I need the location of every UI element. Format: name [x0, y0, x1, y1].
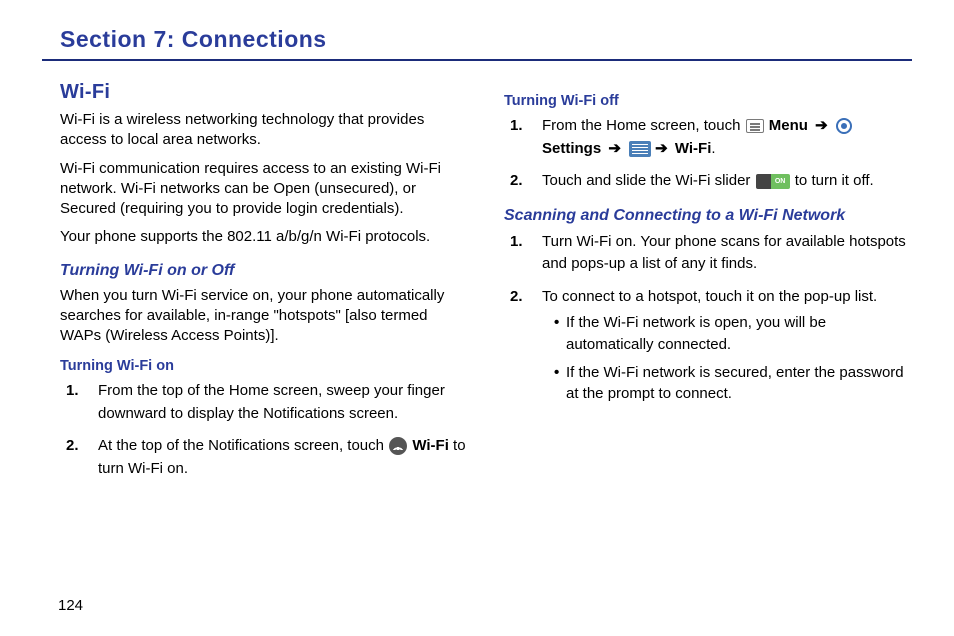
- turning-onoff-p: When you turn Wi-Fi service on, your pho…: [60, 286, 472, 347]
- turning-off-step-2: Touch and slide the Wi-Fi slider ON to t…: [532, 170, 916, 193]
- arrow-icon: ➔: [608, 140, 621, 157]
- settings-label: Settings: [542, 140, 605, 157]
- step-text: to turn it off.: [791, 172, 874, 189]
- bullet-secured-network: If the Wi-Fi network is secured, enter t…: [554, 362, 916, 406]
- section-title: Section 7: Connections: [60, 26, 918, 59]
- menu-label: Menu: [765, 117, 813, 134]
- heading-turning-onoff: Turning Wi-Fi on or Off: [60, 262, 472, 280]
- turning-off-steps: From the Home screen, touch Menu ➔ Setti…: [504, 115, 916, 193]
- arrow-icon: ➔: [655, 140, 668, 157]
- turning-on-step-2: At the top of the Notifications screen, …: [88, 435, 472, 480]
- left-column: Wi-Fi Wi-Fi is a wireless networking tec…: [60, 81, 472, 490]
- period: .: [711, 140, 715, 157]
- wifi-intro-p2: Wi-Fi communication requires access to a…: [60, 159, 472, 220]
- heading-scanning: Scanning and Connecting to a Wi-Fi Netwo…: [504, 207, 916, 225]
- section-rule: [42, 59, 912, 61]
- slider-on-icon: ON: [756, 174, 790, 189]
- heading-wifi: Wi-Fi: [60, 81, 472, 104]
- connections-tab-icon: [629, 141, 651, 157]
- right-column: Turning Wi-Fi off From the Home screen, …: [504, 81, 916, 490]
- wifi-label: Wi-Fi: [408, 437, 449, 454]
- heading-turning-on: Turning Wi-Fi on: [60, 358, 472, 374]
- scanning-steps: Turn Wi-Fi on. Your phone scans for avai…: [504, 231, 916, 406]
- step-text: To connect to a hotspot, touch it on the…: [542, 288, 877, 305]
- scanning-step-1: Turn Wi-Fi on. Your phone scans for avai…: [532, 231, 916, 276]
- turning-on-steps: From the top of the Home screen, sweep y…: [60, 380, 472, 480]
- turning-on-step-1: From the top of the Home screen, sweep y…: [88, 380, 472, 425]
- bullet-open-network: If the Wi-Fi network is open, you will b…: [554, 312, 916, 356]
- scanning-step-2: To connect to a hotspot, touch it on the…: [532, 286, 916, 406]
- step-text: From the Home screen, touch: [542, 117, 745, 134]
- menu-icon: [746, 119, 764, 133]
- wifi-label: Wi-Fi: [671, 140, 712, 157]
- turning-off-step-1: From the Home screen, touch Menu ➔ Setti…: [532, 115, 916, 160]
- step-text: Touch and slide the Wi-Fi slider: [542, 172, 755, 189]
- wifi-intro-p3: Your phone supports the 802.11 a/b/g/n W…: [60, 227, 472, 247]
- heading-turning-off: Turning Wi-Fi off: [504, 93, 916, 109]
- scanning-bullets: If the Wi-Fi network is open, you will b…: [542, 312, 916, 405]
- step-text: At the top of the Notifications screen, …: [98, 437, 388, 454]
- arrow-icon: ➔: [815, 117, 828, 134]
- page-number: 124: [58, 597, 83, 614]
- settings-icon: [836, 118, 852, 134]
- content-columns: Wi-Fi Wi-Fi is a wireless networking tec…: [60, 81, 918, 490]
- wifi-icon: [389, 437, 407, 455]
- wifi-intro-p1: Wi-Fi is a wireless networking technolog…: [60, 110, 472, 151]
